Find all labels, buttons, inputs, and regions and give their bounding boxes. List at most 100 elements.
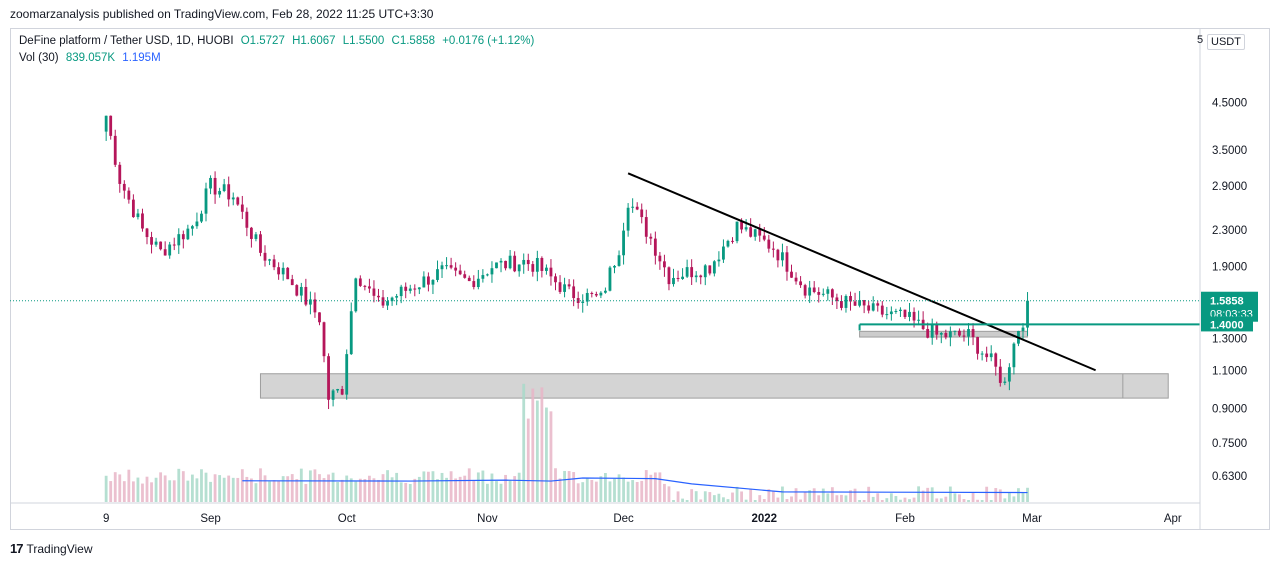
candle-body bbox=[245, 211, 249, 228]
candle-body bbox=[472, 281, 476, 288]
volume-bar bbox=[953, 493, 957, 502]
candle-body bbox=[127, 190, 131, 200]
candle-body bbox=[631, 206, 635, 208]
high-value: H1.6067 bbox=[292, 35, 336, 47]
volume-bar bbox=[481, 470, 485, 502]
volume-bar bbox=[908, 499, 911, 502]
volume-bar bbox=[159, 472, 163, 502]
candle-body bbox=[272, 259, 276, 268]
symbol-name[interactable]: DeFine platform / Tether USD, 1D, HUOBI bbox=[19, 35, 234, 47]
volume-bar bbox=[186, 480, 190, 502]
candle-body bbox=[749, 227, 753, 237]
candle-body bbox=[145, 228, 149, 238]
candle-body bbox=[681, 276, 684, 279]
volume-bar bbox=[967, 500, 970, 502]
x-tick-label: Dec bbox=[613, 513, 634, 525]
candle-body bbox=[962, 335, 966, 337]
volume-bar bbox=[649, 474, 653, 502]
candle-body bbox=[744, 227, 748, 230]
candle-body bbox=[935, 324, 939, 335]
candle-body bbox=[967, 329, 970, 337]
volume-bar bbox=[558, 478, 562, 502]
candle-body bbox=[726, 240, 730, 247]
candle-body bbox=[358, 278, 362, 286]
candle-body bbox=[862, 300, 866, 306]
candle-body bbox=[740, 221, 743, 230]
volume-bar bbox=[926, 487, 930, 502]
candle-body bbox=[794, 277, 798, 282]
volume-bar bbox=[644, 470, 648, 502]
volume-bar bbox=[749, 488, 753, 502]
tradingview-logo-icon: 17 bbox=[10, 541, 24, 556]
trendline[interactable] bbox=[627, 172, 1096, 372]
volume-bar bbox=[958, 494, 961, 502]
x-tick-label: Oct bbox=[338, 513, 357, 525]
footer-brand: 17 TradingView bbox=[10, 541, 93, 556]
volume-bar bbox=[617, 474, 621, 502]
volume-bar bbox=[762, 499, 766, 502]
volume-bar bbox=[122, 481, 126, 502]
candle-body bbox=[985, 353, 989, 358]
volume-bar bbox=[663, 483, 666, 502]
candle-body bbox=[190, 226, 194, 229]
candle-body bbox=[172, 244, 176, 246]
candle-body bbox=[799, 281, 802, 286]
volume-bar bbox=[499, 483, 503, 502]
volume-bar bbox=[803, 491, 807, 502]
volume-bar bbox=[989, 500, 993, 502]
volume-bar bbox=[331, 472, 335, 502]
candle-body bbox=[118, 164, 122, 184]
volume-bar bbox=[467, 468, 471, 502]
volume-label[interactable]: Vol (30) bbox=[19, 52, 59, 64]
volume-bar bbox=[1026, 487, 1029, 502]
volume-bar bbox=[372, 478, 376, 502]
volume-bar bbox=[858, 500, 861, 502]
publisher-info: zoomarzanalysis published on TradingView… bbox=[10, 7, 434, 21]
volume-bar bbox=[703, 491, 707, 502]
candle-body bbox=[372, 288, 376, 296]
candle-body bbox=[771, 248, 775, 250]
candle-body bbox=[195, 221, 199, 227]
chart-frame[interactable] bbox=[10, 28, 1270, 530]
candle-body bbox=[427, 276, 430, 285]
small-zone[interactable] bbox=[859, 330, 1029, 338]
x-tick-label: Mar bbox=[1022, 513, 1042, 525]
volume-bar bbox=[681, 498, 684, 502]
candle-body bbox=[449, 265, 453, 268]
volume-bar bbox=[690, 489, 694, 502]
candle-body bbox=[703, 265, 707, 278]
demand-zone[interactable] bbox=[259, 373, 1169, 399]
volume-bar bbox=[504, 474, 507, 502]
candle-body bbox=[163, 249, 167, 256]
candle-body bbox=[268, 259, 271, 261]
candle-body bbox=[885, 314, 889, 316]
level-tag bbox=[1201, 316, 1253, 332]
x-tick-label: 2022 bbox=[751, 513, 777, 525]
volume-bar bbox=[476, 472, 480, 502]
candle-body bbox=[803, 285, 807, 296]
volume-bar bbox=[104, 475, 108, 502]
candle-body bbox=[976, 337, 980, 354]
candle-body bbox=[340, 389, 344, 395]
candle-body bbox=[790, 271, 793, 278]
candle-body bbox=[209, 177, 212, 189]
volume-bar bbox=[567, 471, 571, 502]
candle-body bbox=[422, 276, 426, 288]
volume-bar bbox=[817, 495, 821, 502]
volume-bar bbox=[672, 500, 675, 502]
volume-bar bbox=[808, 490, 812, 502]
candle-body bbox=[154, 241, 158, 245]
candle-body bbox=[994, 353, 998, 367]
volume-bar bbox=[830, 487, 834, 502]
candle-body bbox=[649, 236, 653, 239]
volume-bar bbox=[327, 474, 330, 502]
y-tick-label: 2.3000 bbox=[1212, 225, 1247, 237]
volume-bar bbox=[454, 478, 458, 502]
open-value: O1.5727 bbox=[240, 35, 285, 47]
currency-button[interactable]: USDT bbox=[1207, 34, 1245, 50]
volume-bar bbox=[740, 491, 743, 502]
volume-bar bbox=[545, 407, 548, 502]
candle-body bbox=[835, 297, 839, 302]
volume-bar bbox=[590, 479, 594, 502]
